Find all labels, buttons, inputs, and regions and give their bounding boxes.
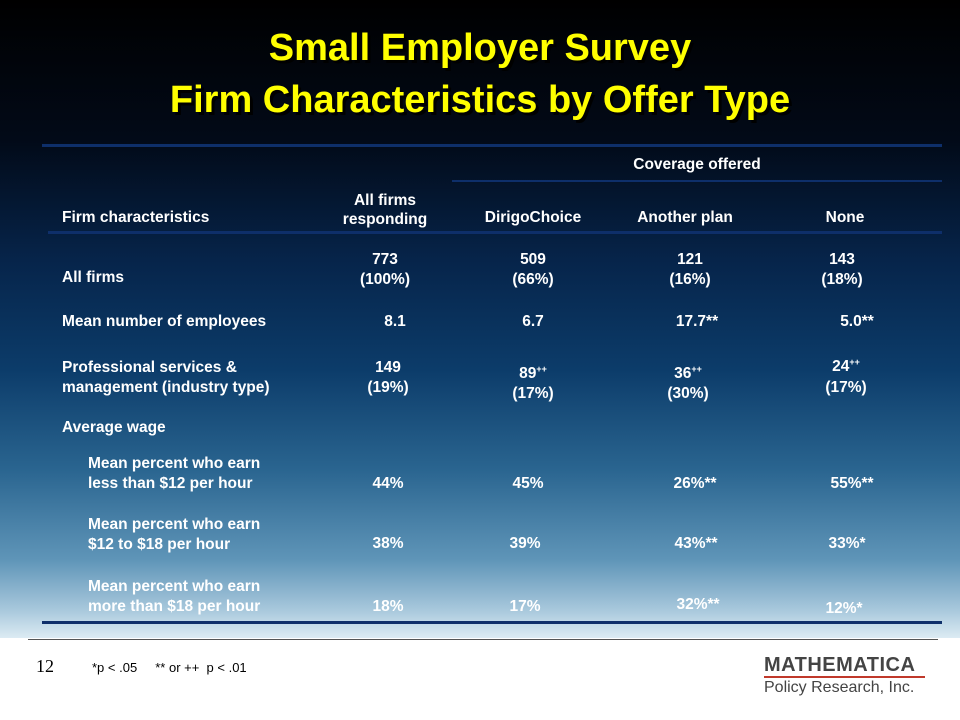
cell-all-firms-all-pct: (100%) [360, 271, 410, 288]
page-number: 12 [36, 656, 54, 676]
cell-more-18-none: 12%* [825, 600, 863, 617]
cell-12-to-18-all: 38% [372, 535, 404, 552]
row-label-more-18-line1: Mean percent who earn [88, 578, 261, 595]
cell-more-18-dirigo: 17% [509, 598, 541, 615]
cell-professional-dirigo-pct: (17%) [512, 385, 554, 402]
header-coverage-offered: Coverage offered [633, 156, 761, 173]
cell-less-12-none: 55%** [830, 475, 874, 492]
mathematica-logo: MATHEMATICA Policy Research, Inc. [764, 654, 928, 702]
row-label-12-to-18-line2: $12 to $18 per hour [88, 536, 231, 553]
logo-accent-line [764, 676, 925, 678]
cell-professional-none-count: 24++ [832, 356, 860, 375]
header-firm-characteristics: Firm characteristics [62, 209, 210, 226]
header-all-firms-line2: responding [342, 211, 428, 228]
cell-professional-none-pct: (17%) [825, 379, 867, 396]
cell-more-18-another: 32%** [676, 596, 720, 613]
row-label-professional-line2: management (industry type) [62, 379, 270, 396]
cell-less-12-dirigo: 45% [512, 475, 544, 492]
header-dirigochoice: DirigoChoice [484, 209, 582, 226]
significance-marker: ++ [849, 356, 860, 367]
cell-all-firms-dirigo-pct: (66%) [512, 271, 554, 288]
header-none: None [825, 209, 865, 226]
cell-mean-employees-dirigo: 6.7 [522, 313, 544, 330]
cell-mean-employees-none: 5.0** [840, 313, 874, 330]
cell-more-18-all: 18% [372, 598, 404, 615]
row-label-all-firms: All firms [62, 269, 125, 286]
cell-all-firms-dirigo-count: 509 [520, 251, 546, 268]
footer-rule [28, 639, 938, 640]
table-top-rule [42, 144, 942, 147]
coverage-rule [452, 180, 942, 182]
significance-marker: ++ [691, 363, 702, 374]
slide-title-line1: Small Employer Survey [268, 27, 692, 69]
significance-marker: ++ [536, 363, 547, 374]
header-bottom-rule [48, 231, 942, 234]
row-label-more-18-line2: more than $18 per hour [88, 598, 261, 615]
header-all-firms-line1: All firms [353, 192, 416, 209]
row-label-less-12-line1: Mean percent who earn [88, 455, 261, 472]
row-label-less-12-line2: less than $12 per hour [88, 475, 253, 492]
table-bottom-rule [42, 621, 942, 624]
row-label-average-wage: Average wage [62, 419, 166, 436]
cell-12-to-18-none: 33%* [828, 535, 866, 552]
cell-all-firms-another-count: 121 [677, 251, 703, 268]
row-label-mean-employees: Mean number of employees [62, 313, 267, 330]
cell-less-12-all: 44% [372, 475, 404, 492]
cell-professional-all-count: 149 [375, 359, 401, 376]
cell-all-firms-all-count: 773 [372, 251, 398, 268]
slide-background: Small Employer Survey Firm Characteristi… [0, 0, 960, 638]
cell-professional-all-pct: (19%) [367, 379, 409, 396]
cell-mean-employees-another: 17.7** [675, 313, 719, 330]
cell-professional-dirigo-count: 89++ [519, 363, 547, 382]
slide-title-line2: Firm Characteristics by Offer Type [169, 79, 791, 121]
cell-12-to-18-another: 43%** [674, 535, 718, 552]
header-another-plan: Another plan [637, 209, 733, 226]
cell-mean-employees-all: 8.1 [384, 313, 406, 330]
cell-all-firms-none-count: 143 [829, 251, 855, 268]
significance-footnote: *p < .05 ** or ++ p < .01 [92, 660, 247, 675]
cell-all-firms-none-pct: (18%) [821, 271, 863, 288]
cell-less-12-another: 26%** [673, 475, 717, 492]
logo-subtitle: Policy Research, Inc. [764, 679, 915, 696]
logo-wordmark: MATHEMATICA [764, 654, 916, 676]
cell-professional-another-count: 36++ [674, 363, 702, 382]
cell-12-to-18-dirigo: 39% [509, 535, 541, 552]
cell-all-firms-another-pct: (16%) [669, 271, 711, 288]
cell-professional-another-pct: (30%) [667, 385, 709, 402]
row-label-professional-line1: Professional services & [62, 359, 237, 376]
row-label-12-to-18-line1: Mean percent who earn [88, 516, 261, 533]
